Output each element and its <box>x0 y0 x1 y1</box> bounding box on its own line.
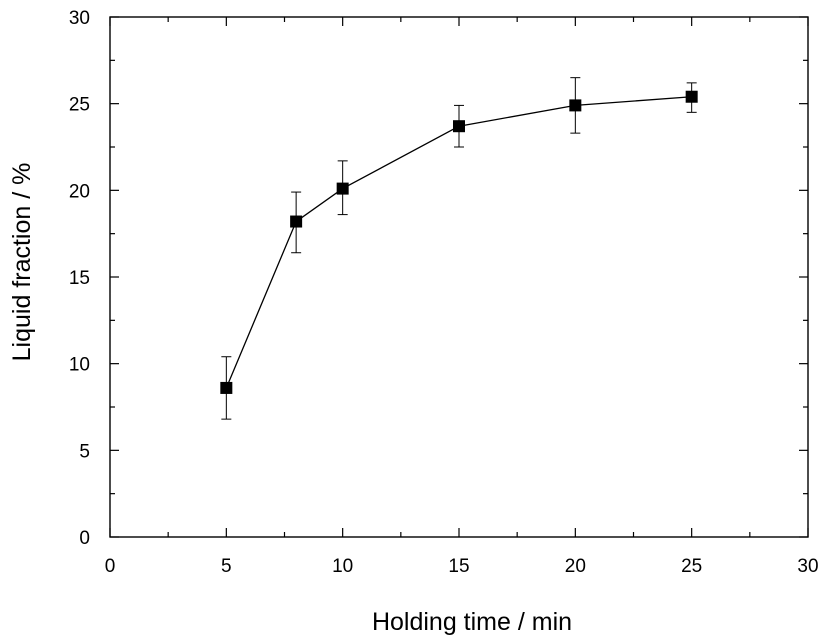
x-tick-label: 0 <box>105 556 116 577</box>
x-tick-label: 10 <box>332 556 353 577</box>
y-tick-label: 25 <box>69 95 90 116</box>
series-line-group <box>225 96 692 389</box>
data-point <box>685 90 698 103</box>
y-tick-label: 5 <box>79 441 90 462</box>
axis-ticks <box>109 16 809 538</box>
x-tick-label: 25 <box>681 556 702 577</box>
y-tick-label: 0 <box>79 528 90 549</box>
x-tick-label: 30 <box>797 556 818 577</box>
y-tick-label: 30 <box>69 8 90 29</box>
data-point <box>290 215 303 228</box>
y-tick-label: 10 <box>69 355 90 376</box>
y-tick-label: 20 <box>69 181 90 202</box>
y-tick-labels: 0 5 10 15 20 25 30 <box>69 8 90 549</box>
y-axis-title: Liquid fraction / % <box>8 163 36 362</box>
data-point <box>220 381 233 394</box>
y-tick-label: 15 <box>69 268 90 289</box>
x-tick-labels: 0 5 10 15 20 25 30 <box>105 556 819 577</box>
data-point <box>453 120 465 133</box>
plot-frame <box>109 16 809 538</box>
x-tick-label: 15 <box>448 556 469 577</box>
series-line <box>225 96 692 389</box>
x-tick-label: 5 <box>221 556 232 577</box>
data-markers <box>220 90 698 394</box>
x-axis-title: Holding time / min <box>372 608 572 636</box>
data-point <box>336 182 349 195</box>
x-tick-label: 20 <box>565 556 586 577</box>
data-point <box>569 99 582 112</box>
